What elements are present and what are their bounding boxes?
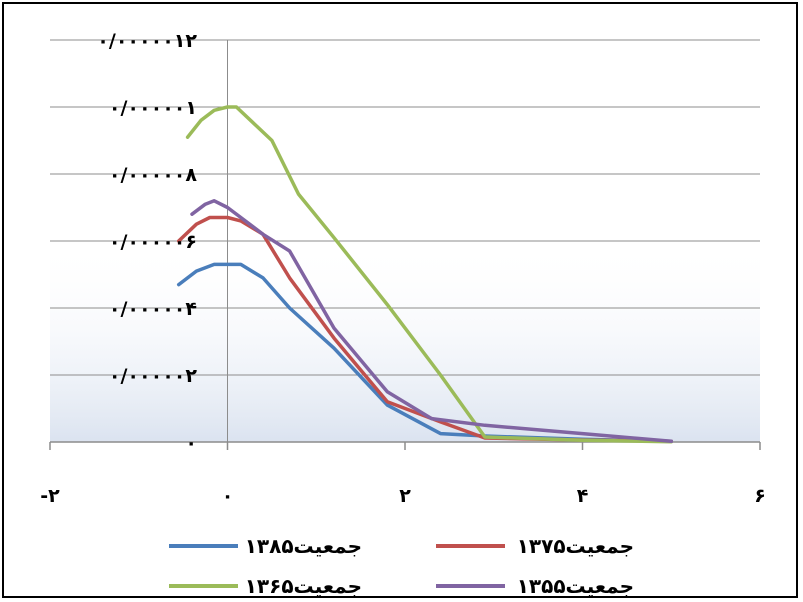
series-line-3 — [190, 199, 674, 444]
x-tick-label-2: ۲ — [399, 485, 411, 507]
x-tick-label-0: -۲ — [40, 485, 60, 507]
line-chart: ۰ ۰/۰۰۰۰۰۲ ۰/۰۰۰۰۰۴ ۰/۰۰۰۰۰۶ ۰/۰۰۰۰۰۸ ۰/۰۰۰۰۰… — [40, 30, 766, 598]
x-tick-label-1: ۰ — [222, 485, 234, 507]
legend: جمعیت۱۳۸۵ جمعیت۱۳۷۵ جمعیت۱۳۶۵ جمعیت۱۳۵۵ — [169, 534, 634, 598]
legend-label-3: جمعیت۱۳۵۵ — [517, 574, 634, 598]
plot-background-gradient — [50, 240, 760, 442]
y-tick-label-5: ۰/۰۰۰۰۰۱ — [109, 97, 197, 119]
y-tick-label-3: ۰/۰۰۰۰۰۶ — [109, 231, 197, 253]
y-tick-label-6: ۰/۰۰۰۰۰۱۲ — [97, 30, 197, 52]
grid-lines — [50, 39, 760, 376]
y-tick-label-1: ۰/۰۰۰۰۰۲ — [109, 365, 198, 387]
y-tick-label-0: ۰ — [185, 432, 197, 454]
x-tick-label-3: ۴ — [577, 485, 589, 507]
legend-label-0: جمعیت۱۳۸۵ — [245, 534, 362, 558]
y-tick-label-4: ۰/۰۰۰۰۰۸ — [109, 164, 198, 186]
legend-label-2: جمعیت۱۳۶۵ — [245, 574, 362, 598]
y-tick-label-2: ۰/۰۰۰۰۰۴ — [109, 298, 197, 320]
series-lines — [176, 105, 674, 444]
tick-labels: ۰ ۰/۰۰۰۰۰۲ ۰/۰۰۰۰۰۴ ۰/۰۰۰۰۰۶ ۰/۰۰۰۰۰۸ ۰/۰۰۰۰۰… — [40, 30, 766, 507]
legend-label-1: جمعیت۱۳۷۵ — [517, 534, 634, 558]
x-tick-label-4: ۶ — [754, 485, 766, 507]
series-line-2 — [185, 105, 674, 444]
